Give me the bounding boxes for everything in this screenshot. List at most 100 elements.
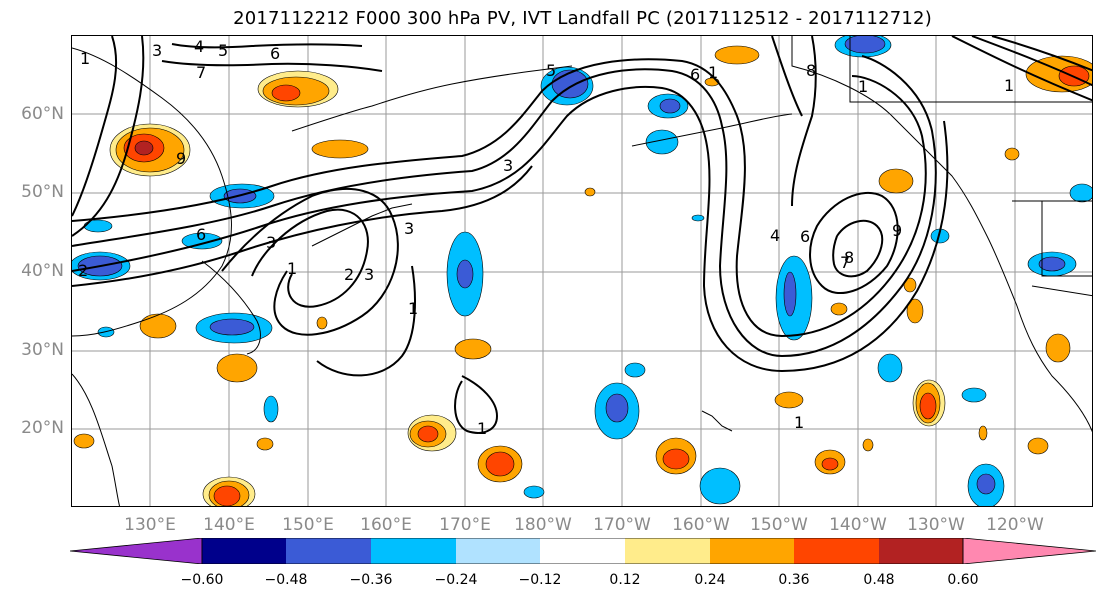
contour-line (171, 43, 363, 49)
fill-blob (311, 139, 369, 159)
colorbar-extend-high (962, 538, 1096, 564)
colorbar-tick: 0.36 (778, 572, 810, 588)
fill-blob (551, 69, 589, 99)
fill-blob (485, 451, 515, 477)
colorbar (70, 538, 1096, 564)
fill-blob (877, 353, 903, 383)
contour-label: 4 (770, 226, 780, 245)
colorbar-segment (879, 538, 963, 564)
gridlines (72, 36, 1092, 506)
contour-line (454, 375, 499, 434)
contour-label: 1 (1004, 76, 1014, 95)
contour-label: 1 (477, 419, 487, 438)
lat-label-40n: 40°N (21, 261, 64, 281)
coastline-aleutians (631, 113, 793, 147)
contour-label: 6 (196, 225, 206, 244)
contour-line (991, 36, 1092, 72)
contour-label: 6 (800, 227, 810, 246)
colorbar-outline (201, 538, 964, 564)
boundary-canada (849, 36, 1092, 103)
contour-label: 5 (218, 41, 228, 60)
fill-blob (454, 338, 492, 360)
contour-label: 3 (364, 265, 374, 284)
contour-label: 1 (287, 259, 297, 278)
fill-blob (181, 232, 223, 250)
fill-blob (659, 98, 681, 114)
fill-blob (821, 457, 839, 471)
contour-line (221, 188, 399, 336)
fill-blob (605, 393, 629, 423)
contour-label: 7 (196, 63, 206, 82)
contour-line (251, 208, 369, 308)
lon-label-180w: 180°W (514, 515, 572, 535)
contour-line (72, 36, 145, 237)
lon-label-160e: 160°E (360, 515, 412, 535)
fill-blob (1038, 256, 1066, 272)
contour-line (72, 165, 533, 287)
fill-blob (783, 271, 797, 317)
fill-blob (844, 36, 886, 54)
lon-label-120w: 120°W (986, 515, 1044, 535)
colorbar-segment (710, 538, 794, 564)
colorbar-segment (456, 538, 540, 564)
map-title: 2017112212 F000 300 hPa PV, IVT Landfall… (233, 8, 932, 29)
boundary-states-2 (1031, 285, 1092, 297)
fill-blob (691, 214, 705, 222)
contour-label: 1 (858, 77, 868, 96)
fill-blob (919, 392, 937, 420)
fill-blob (263, 395, 279, 423)
contour-label: 2 (344, 265, 354, 284)
fill-blob (1069, 183, 1092, 203)
boundary-states (1041, 201, 1092, 277)
contour-label: 2 (78, 261, 88, 280)
fill-blob (1045, 333, 1071, 363)
contour-line (809, 191, 899, 295)
contour-label: 1 (408, 299, 418, 318)
colorbar-tick: −0.36 (349, 572, 393, 588)
fill-blob (862, 438, 874, 452)
colorbar-tick: −0.12 (518, 572, 562, 588)
colorbar-tick: 0.60 (947, 572, 979, 588)
contour-line (951, 36, 1092, 102)
lon-label-170e: 170°E (439, 515, 491, 535)
contour-line (72, 85, 949, 373)
contour-label: 3 (404, 219, 414, 238)
contour-label: 3 (152, 41, 162, 60)
colorbar-segment (794, 538, 879, 564)
map-panel: 3 4 5 6 7 9 1 6 3 3 2 3 1 1 1 2 3 1 4 6 … (71, 35, 1093, 507)
coastline-philippines (72, 373, 121, 506)
fill-blob (645, 129, 679, 155)
colorbar-segment (371, 538, 456, 564)
contour-label: 8 (806, 61, 816, 80)
lon-label-130e: 130°E (124, 515, 176, 535)
contour-label: 1 (80, 49, 90, 68)
lat-label-20n: 20°N (21, 418, 64, 438)
contour-line (72, 36, 118, 217)
lat-label-30n: 30°N (21, 340, 64, 360)
fill-blob (256, 437, 274, 451)
fill-blob (961, 387, 987, 403)
contour-label: 5 (546, 61, 556, 80)
fill-blob (73, 433, 95, 449)
fill-blob (699, 467, 741, 505)
contour-labels: 3 4 5 6 7 9 1 6 3 3 2 3 1 1 1 2 3 1 4 6 … (78, 37, 1014, 438)
contour-label: 6 (270, 44, 280, 63)
contour-line (161, 60, 383, 72)
contour-line (316, 265, 416, 377)
lon-label-160w: 160°W (672, 515, 730, 535)
fill-blob (134, 140, 154, 156)
fill-blob (714, 45, 760, 65)
colorbar-segment (540, 538, 625, 564)
fill-blob (978, 425, 988, 441)
contour-line (72, 55, 937, 358)
lon-label-130w: 130°W (907, 515, 965, 535)
fill-blob (213, 485, 241, 506)
lon-label-140e: 140°E (203, 515, 255, 535)
lat-label-60n: 60°N (21, 104, 64, 124)
contour-label: 6 (690, 65, 700, 84)
lon-label-140w: 140°W (829, 515, 887, 535)
fill-blob (662, 448, 690, 470)
colorbar-tick: 0.12 (609, 572, 641, 588)
coastline-japan (201, 260, 261, 355)
fill-blob (209, 318, 255, 336)
